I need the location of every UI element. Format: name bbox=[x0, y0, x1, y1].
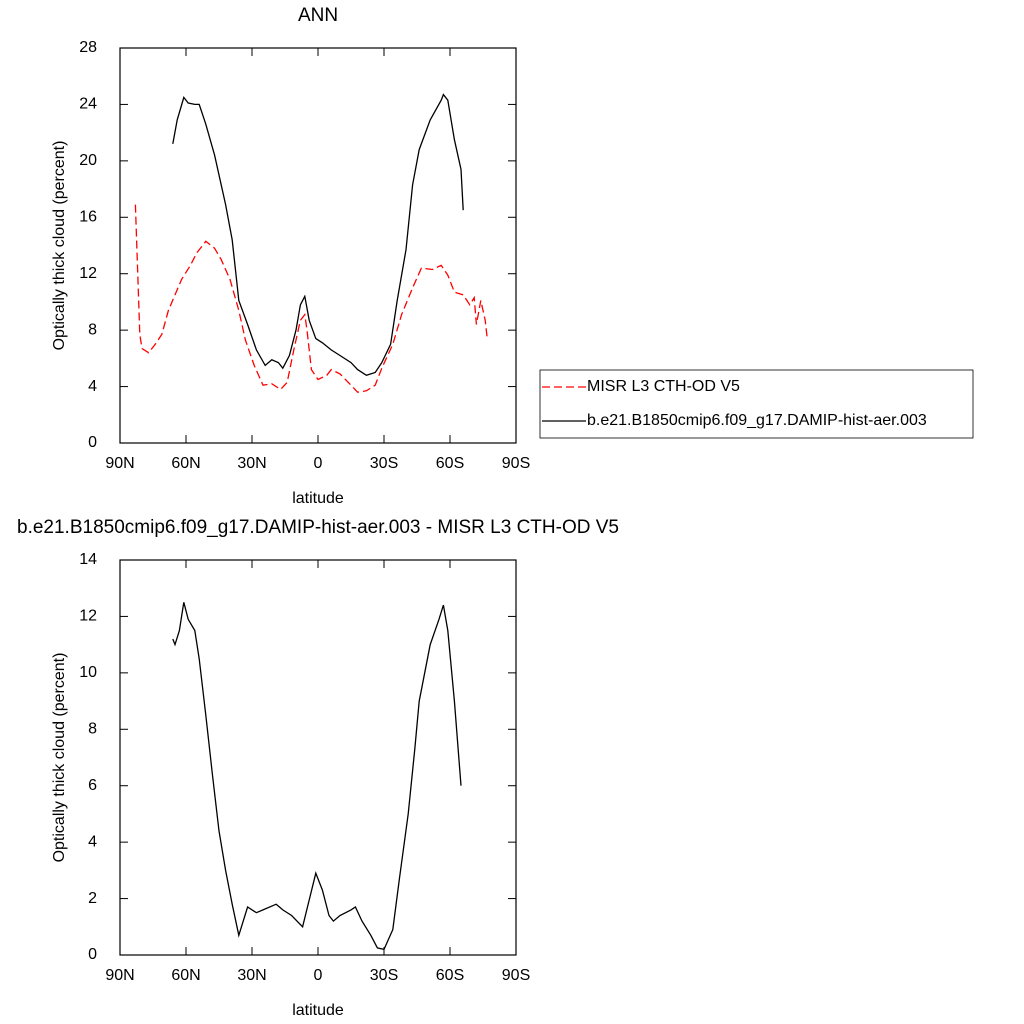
x-axis-label: latitude bbox=[292, 1002, 344, 1019]
y-tick-label: 0 bbox=[88, 946, 97, 963]
series-line bbox=[172, 602, 462, 951]
y-tick-label: 2 bbox=[88, 890, 97, 907]
x-tick-label: 90S bbox=[502, 455, 530, 472]
x-axis-label: latitude bbox=[292, 490, 344, 507]
y-tick-label: 8 bbox=[88, 321, 97, 338]
x-tick-label: 0 bbox=[314, 967, 323, 984]
chart-title: ANN bbox=[298, 5, 338, 26]
x-tick-label: 60S bbox=[436, 967, 464, 984]
y-tick-label: 14 bbox=[79, 551, 97, 568]
x-tick-label: 60N bbox=[171, 967, 200, 984]
y-tick-label: 0 bbox=[88, 434, 97, 451]
y-tick-label: 16 bbox=[79, 209, 97, 226]
x-tick-label: 60N bbox=[171, 455, 200, 472]
legend-label: MISR L3 CTH-OD V5 bbox=[587, 378, 740, 395]
y-axis-label: Optically thick cloud (percent) bbox=[51, 653, 68, 863]
x-tick-label: 90N bbox=[105, 967, 134, 984]
legend-label: b.e21.B1850cmip6.f09_g17.DAMIP-hist-aer.… bbox=[587, 412, 927, 429]
x-tick-label: 0 bbox=[314, 455, 323, 472]
y-tick-label: 4 bbox=[88, 833, 97, 850]
series-line bbox=[172, 93, 464, 377]
y-tick-label: 20 bbox=[79, 152, 97, 169]
x-tick-label: 90N bbox=[105, 455, 134, 472]
series-line bbox=[134, 204, 489, 393]
y-tick-label: 12 bbox=[79, 608, 97, 625]
x-tick-label: 30N bbox=[237, 455, 266, 472]
y-tick-label: 8 bbox=[88, 721, 97, 738]
y-tick-label: 4 bbox=[88, 378, 97, 395]
y-tick-label: 12 bbox=[79, 265, 97, 282]
chart-title: b.e21.B1850cmip6.f09_g17.DAMIP-hist-aer.… bbox=[17, 517, 619, 538]
plot-frame bbox=[119, 47, 517, 444]
x-tick-label: 30N bbox=[237, 967, 266, 984]
y-tick-label: 24 bbox=[79, 96, 97, 113]
x-tick-label: 60S bbox=[436, 455, 464, 472]
y-tick-label: 6 bbox=[88, 777, 97, 794]
x-tick-label: 30S bbox=[370, 967, 398, 984]
legend-box bbox=[539, 369, 974, 439]
x-tick-label: 90S bbox=[502, 967, 530, 984]
x-tick-label: 30S bbox=[370, 455, 398, 472]
y-tick-label: 28 bbox=[79, 39, 97, 56]
y-tick-label: 10 bbox=[79, 664, 97, 681]
plot-frame bbox=[119, 559, 517, 956]
y-axis-label: Optically thick cloud (percent) bbox=[51, 141, 68, 351]
